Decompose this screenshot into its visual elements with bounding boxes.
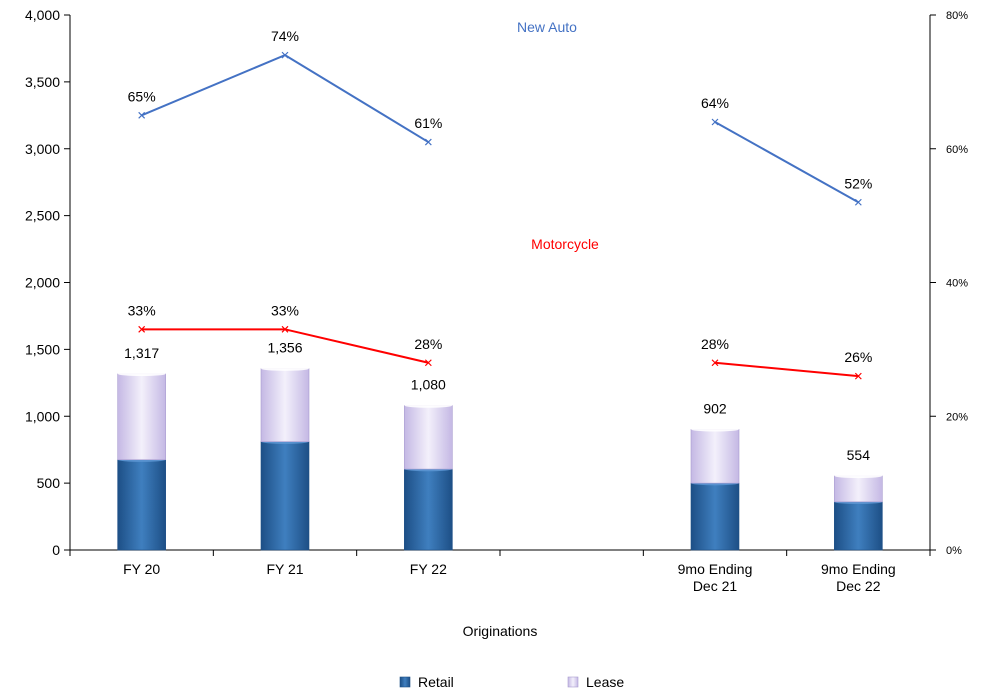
bar-lease [404,405,453,470]
bar-cap-lease [261,366,309,371]
line-point-label: 74% [271,28,299,44]
bar-cap-lease [117,371,166,377]
y-tick-label-left: 3,500 [25,74,60,90]
y-tick-label-left: 1,000 [25,408,60,424]
point-marker [854,372,862,380]
bar-lease [690,429,740,484]
bar-lease [117,373,166,461]
x-tick-label: FY 22 [410,561,447,577]
point-marker [711,118,719,126]
point-marker [711,359,719,367]
y-tick-label-right: 20% [946,411,968,423]
bar-retail [404,468,453,551]
y-tick-label-left: 2,500 [25,208,60,224]
line-point-label: 28% [414,336,442,352]
point-marker [281,51,289,59]
bar-retail [117,459,166,551]
bar-total-label: 1,356 [267,340,302,356]
y-tick-label-right: 40% [946,278,968,290]
point-marker [138,325,146,333]
legend-swatch-retail [399,676,411,688]
bar-total-label: 1,317 [124,345,159,361]
line-point-label: 33% [271,302,299,318]
bar-total-label: 902 [703,400,727,416]
legend-label-lease: Lease [586,674,624,690]
bar-retail [260,441,310,551]
x-axis-title: Originations [463,623,538,639]
bar-total-label: 554 [847,447,871,463]
point-marker [281,325,289,333]
x-tick-label: Dec 22 [836,578,881,594]
y-tick-label-left: 500 [37,475,61,491]
line-point-label: 64% [701,95,729,111]
point-marker [854,198,862,206]
line-point-label: 65% [128,88,156,104]
x-tick-label: FY 20 [123,561,160,577]
y-tick-label-right: 60% [946,144,968,156]
y-tick-label-right: 80% [946,10,968,22]
bar-cap-lease [834,473,883,479]
y-tick-label-left: 3,000 [25,141,60,157]
y-tick-label-right: 0% [946,545,962,557]
line-new-auto [714,121,859,204]
y-tick-label-left: 1,500 [25,341,60,357]
bar-total-label: 1,080 [411,377,446,393]
line-point-label: 52% [844,175,872,191]
bar-cap-lease [404,403,453,408]
legend-swatch-lease [567,676,579,688]
line-point-label: 26% [844,349,872,365]
point-marker [424,359,432,367]
bar-retail [834,501,883,551]
line-point-label: 33% [128,302,156,318]
y-tick-label-left: 2,000 [25,275,60,291]
x-tick-label: FY 21 [266,561,303,577]
line-new-auto [141,54,429,143]
y-tick-label-left: 0 [52,542,60,558]
bar-retail [690,482,740,551]
bar-cap-lease [691,427,739,432]
line-motorcycle [714,361,859,378]
annotation-motorcycle: Motorcycle [531,236,599,252]
point-marker [424,138,432,146]
legend-label-retail: Retail [418,674,454,690]
x-tick-label: Dec 21 [693,578,738,594]
annotation-new-auto: New Auto [517,19,577,35]
y-tick-label-left: 4,000 [25,7,60,23]
x-tick-label: 9mo Ending [821,561,896,577]
bar-lease [834,475,883,503]
point-marker [138,111,146,119]
line-point-label: 28% [701,336,729,352]
bar-lease [260,368,310,442]
x-tick-label: 9mo Ending [678,561,753,577]
line-point-label: 61% [414,115,442,131]
